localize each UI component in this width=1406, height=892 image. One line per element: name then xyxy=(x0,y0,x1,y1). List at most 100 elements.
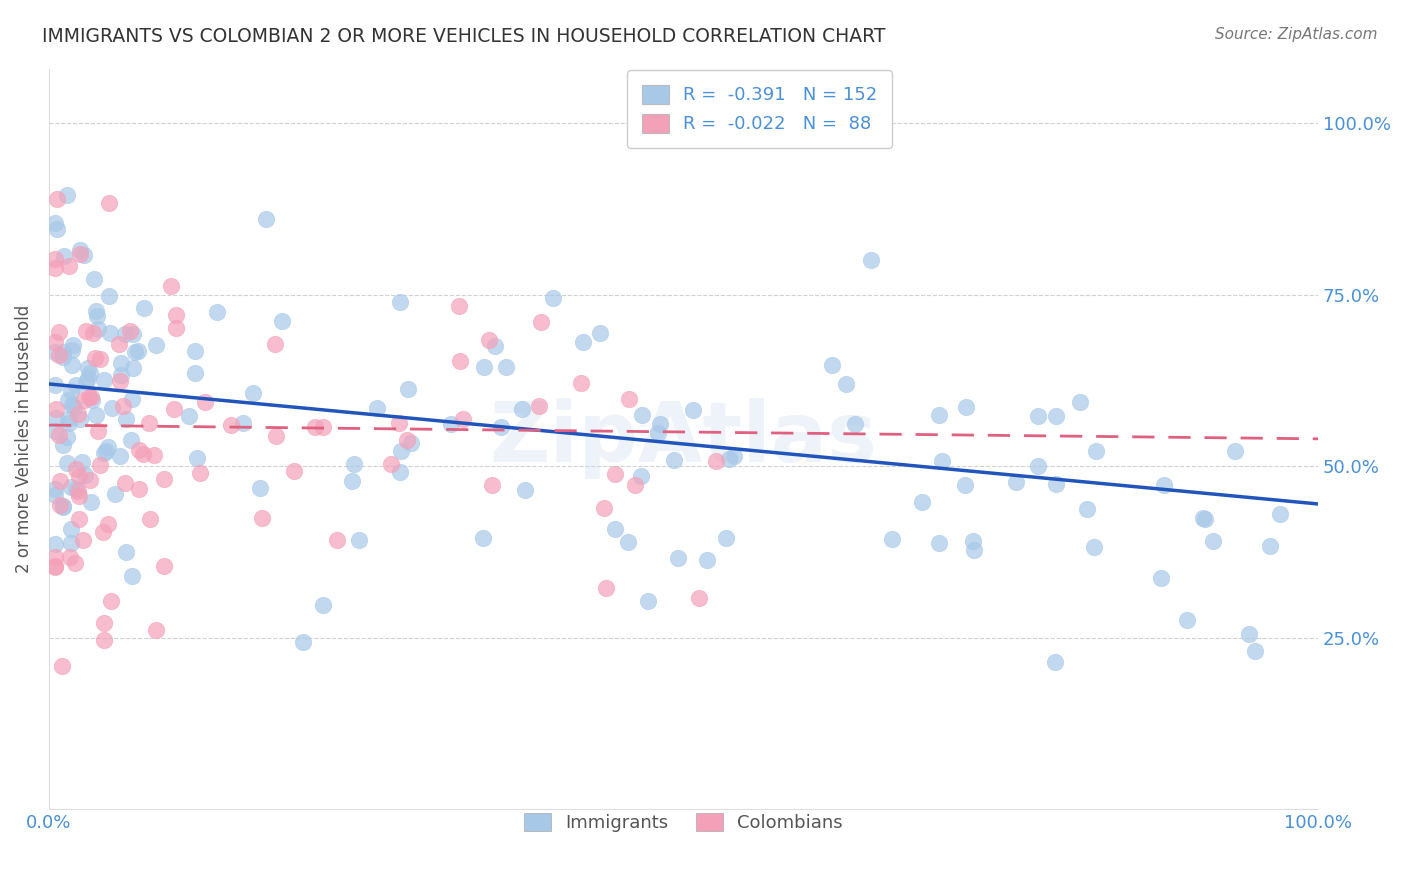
Point xyxy=(165,308,187,322)
Point xyxy=(73,392,96,407)
Point xyxy=(84,351,107,366)
Point xyxy=(312,419,335,434)
Point xyxy=(880,533,903,547)
Point xyxy=(72,248,94,262)
Point xyxy=(931,454,953,468)
Point xyxy=(194,395,217,409)
Point xyxy=(52,345,75,359)
Point xyxy=(1005,475,1028,490)
Point xyxy=(1076,502,1098,516)
Point xyxy=(451,412,474,426)
Point xyxy=(56,188,79,202)
Point xyxy=(100,594,122,608)
Point xyxy=(75,324,97,338)
Point xyxy=(63,556,86,570)
Point xyxy=(96,444,118,458)
Point xyxy=(48,498,70,512)
Point xyxy=(87,322,110,336)
Point xyxy=(605,467,627,482)
Point xyxy=(572,334,595,349)
Point xyxy=(1244,644,1267,658)
Point xyxy=(69,412,91,426)
Point xyxy=(60,536,83,550)
Point xyxy=(139,512,162,526)
Point xyxy=(205,305,228,319)
Point xyxy=(688,591,710,606)
Point xyxy=(530,315,553,329)
Point xyxy=(111,399,134,413)
Point xyxy=(1069,394,1091,409)
Point xyxy=(67,511,90,525)
Point xyxy=(65,378,87,392)
Point xyxy=(1026,459,1049,474)
Text: Source: ZipAtlas.com: Source: ZipAtlas.com xyxy=(1215,27,1378,42)
Point xyxy=(366,401,388,416)
Point xyxy=(60,384,83,398)
Y-axis label: 2 or more Vehicles in Household: 2 or more Vehicles in Household xyxy=(15,305,32,573)
Point xyxy=(489,420,512,434)
Point xyxy=(1239,627,1261,641)
Point xyxy=(128,443,150,458)
Point xyxy=(186,451,208,466)
Point xyxy=(184,344,207,359)
Point xyxy=(52,438,75,452)
Point xyxy=(249,481,271,495)
Point xyxy=(160,278,183,293)
Point xyxy=(184,366,207,380)
Point xyxy=(44,559,66,574)
Point xyxy=(484,338,506,352)
Point xyxy=(45,193,67,207)
Point xyxy=(955,401,977,415)
Point xyxy=(44,344,66,359)
Point xyxy=(388,465,411,479)
Point xyxy=(75,375,97,389)
Point xyxy=(911,495,934,509)
Point xyxy=(1026,409,1049,423)
Point xyxy=(662,453,685,467)
Point xyxy=(65,462,87,476)
Point xyxy=(569,376,592,390)
Point xyxy=(82,326,104,341)
Point xyxy=(1175,613,1198,627)
Point xyxy=(717,451,740,466)
Point xyxy=(1223,444,1246,458)
Point xyxy=(91,525,114,540)
Point xyxy=(512,402,534,417)
Point xyxy=(589,326,612,341)
Point xyxy=(44,559,66,574)
Point xyxy=(114,411,136,425)
Point xyxy=(69,489,91,503)
Point xyxy=(93,446,115,460)
Point xyxy=(86,309,108,323)
Point xyxy=(138,416,160,430)
Point xyxy=(79,473,101,487)
Point xyxy=(495,360,517,375)
Point xyxy=(595,581,617,595)
Point xyxy=(110,449,132,463)
Point xyxy=(264,337,287,351)
Point xyxy=(311,598,333,612)
Point xyxy=(396,382,419,396)
Point xyxy=(153,472,176,486)
Point xyxy=(1153,477,1175,491)
Point xyxy=(79,495,101,509)
Point xyxy=(89,351,111,366)
Point xyxy=(62,337,84,351)
Point xyxy=(447,299,470,313)
Point xyxy=(513,483,536,498)
Point xyxy=(44,216,66,230)
Point xyxy=(254,211,277,226)
Point xyxy=(396,433,419,447)
Point xyxy=(69,243,91,257)
Point xyxy=(623,478,645,492)
Point xyxy=(343,458,366,472)
Point xyxy=(83,272,105,286)
Point xyxy=(114,476,136,491)
Point xyxy=(115,544,138,558)
Point xyxy=(86,303,108,318)
Point xyxy=(668,551,690,566)
Point xyxy=(44,482,66,496)
Point xyxy=(89,458,111,473)
Point xyxy=(44,378,66,392)
Point xyxy=(98,326,121,340)
